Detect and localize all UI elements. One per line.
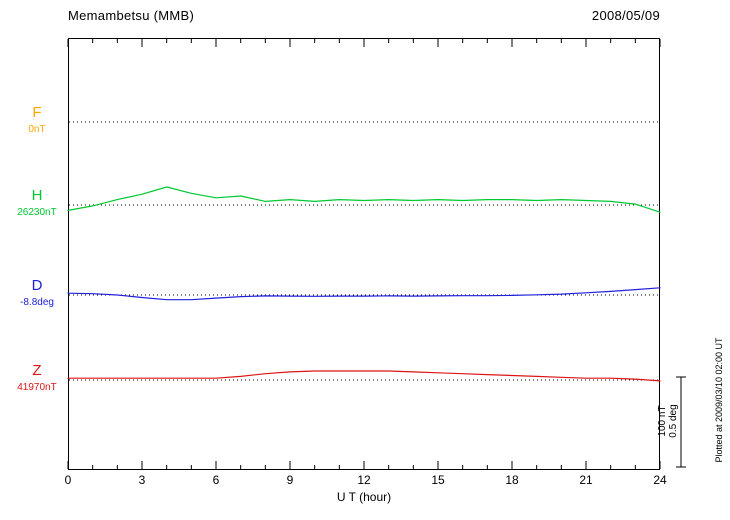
x-tick-label: 18 <box>505 473 519 487</box>
trace-line-H <box>67 186 661 213</box>
plotted-at-note: Plotted at 2009/03/10 02:00 UT <box>714 337 724 463</box>
x-tick-label: 9 <box>286 473 294 487</box>
trace-baseline-value-F: 0nT <box>28 124 46 135</box>
x-tick-label: 3 <box>138 473 146 487</box>
trace-letter-Z: Z <box>32 362 42 379</box>
trace-line-D <box>67 287 661 301</box>
x-tick-label: 0 <box>64 473 72 487</box>
x-tick-label: 24 <box>653 473 667 487</box>
trace-baseline-value-D: -8.8deg <box>20 297 54 308</box>
x-tick-label: 12 <box>357 473 371 487</box>
scale-bar-label-nt: 100 nT <box>657 405 668 437</box>
trace-baseline-value-H: 26230nT <box>17 207 57 218</box>
x-tick-label: 6 <box>212 473 220 487</box>
scale-bar-labels: 100 nT 0.5 deg <box>657 404 679 437</box>
trace-baseline-value-Z: 41970nT <box>17 382 57 393</box>
scale-bar-label-deg: 0.5 deg <box>668 404 679 438</box>
plot-date: 2008/05/09 <box>591 8 660 23</box>
trace-letter-F: F <box>32 104 42 121</box>
trace-line-Z <box>67 370 661 382</box>
station-title: Memambetsu (MMB) <box>68 8 195 23</box>
x-tick-label: 21 <box>579 473 593 487</box>
plot-frame <box>68 38 660 470</box>
x-tick-label: 15 <box>431 473 445 487</box>
trace-letter-H: H <box>31 187 43 204</box>
trace-letter-D: D <box>31 277 43 294</box>
x-axis-label: U T (hour) <box>336 490 392 504</box>
